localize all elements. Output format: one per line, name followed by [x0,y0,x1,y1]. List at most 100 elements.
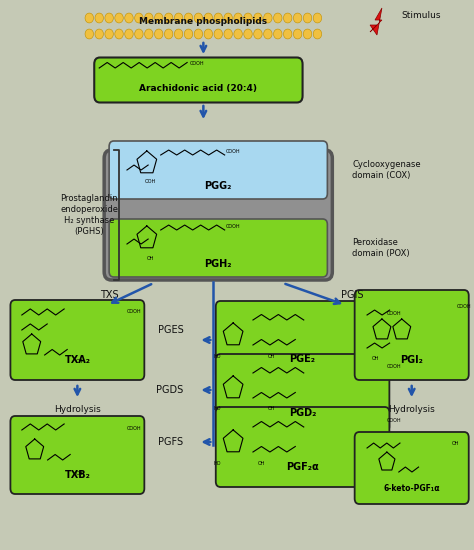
FancyBboxPatch shape [216,354,389,432]
FancyBboxPatch shape [216,407,389,487]
Text: OH: OH [76,471,83,476]
Text: Arachidonic acid (20:4): Arachidonic acid (20:4) [139,84,257,92]
Circle shape [224,13,232,23]
Circle shape [164,29,173,39]
Circle shape [125,29,133,39]
Circle shape [244,13,252,23]
Circle shape [115,29,123,39]
Circle shape [135,29,143,39]
Text: OH: OH [268,354,275,359]
Circle shape [184,13,193,23]
FancyBboxPatch shape [109,141,328,199]
Text: 6-keto-PGF₁α: 6-keto-PGF₁α [383,483,440,493]
Circle shape [135,13,143,23]
Circle shape [145,13,153,23]
Text: Prostaglandin
endoperoxide
H₂ synthase
(PGHS): Prostaglandin endoperoxide H₂ synthase (… [60,194,118,236]
Text: TXB₂: TXB₂ [64,470,91,480]
Text: HO: HO [213,406,221,411]
FancyBboxPatch shape [355,432,469,504]
Polygon shape [370,8,382,35]
Text: COOH: COOH [387,364,401,369]
Circle shape [85,13,93,23]
Text: PGG₂: PGG₂ [205,182,232,191]
Circle shape [204,13,212,23]
Text: COOH: COOH [127,426,142,431]
Circle shape [194,13,203,23]
Circle shape [174,29,183,39]
Text: PGES: PGES [158,325,183,335]
FancyBboxPatch shape [104,150,332,280]
Text: PGFS: PGFS [158,437,183,447]
Circle shape [204,29,212,39]
Circle shape [214,13,222,23]
Text: COOH: COOH [387,418,401,423]
Text: PGD₂: PGD₂ [289,408,316,417]
Circle shape [273,29,282,39]
FancyBboxPatch shape [216,301,389,379]
Text: COOH: COOH [226,224,241,229]
Circle shape [155,13,163,23]
Circle shape [95,13,103,23]
Text: PGI₂: PGI₂ [400,355,423,365]
Text: COOH: COOH [127,309,142,314]
Circle shape [254,29,262,39]
Circle shape [85,29,93,39]
Text: OH: OH [76,359,83,364]
Text: OH: OH [372,356,380,361]
Text: Stimulus: Stimulus [401,10,441,19]
Text: PGF₂α: PGF₂α [286,462,319,472]
Circle shape [283,13,292,23]
Circle shape [264,13,272,23]
Text: HO: HO [213,461,221,466]
Circle shape [115,13,123,23]
FancyBboxPatch shape [94,58,302,102]
Text: COOH: COOH [226,150,241,155]
Circle shape [254,13,262,23]
Circle shape [313,29,322,39]
Circle shape [105,29,113,39]
Circle shape [273,13,282,23]
Text: COOH: COOH [456,304,471,309]
Circle shape [184,29,193,39]
Circle shape [224,29,232,39]
Circle shape [234,29,242,39]
FancyBboxPatch shape [10,300,145,380]
Circle shape [145,29,153,39]
Text: TXS: TXS [100,290,118,300]
FancyBboxPatch shape [10,416,145,494]
Text: Peroxidase
domain (POX): Peroxidase domain (POX) [352,238,410,258]
Text: OH: OH [268,406,275,411]
Text: Hydrolysis: Hydrolysis [388,405,435,414]
FancyBboxPatch shape [109,219,328,277]
Circle shape [125,13,133,23]
Text: PGDS: PGDS [156,385,183,395]
Circle shape [95,29,103,39]
Text: TXA₂: TXA₂ [64,355,91,365]
Text: COOH: COOH [190,61,204,66]
Text: HO: HO [213,354,221,359]
Circle shape [293,13,302,23]
Circle shape [155,29,163,39]
Circle shape [293,29,302,39]
FancyBboxPatch shape [355,290,469,380]
Circle shape [194,29,203,39]
Circle shape [214,29,222,39]
Circle shape [234,13,242,23]
Circle shape [303,13,312,23]
Text: Membrane phospholipids: Membrane phospholipids [139,18,267,26]
Circle shape [283,29,292,39]
Circle shape [244,29,252,39]
Text: Hydrolysis: Hydrolysis [54,405,101,414]
Text: COOH: COOH [387,311,401,316]
Text: PGE₂: PGE₂ [290,355,316,365]
Circle shape [105,13,113,23]
Circle shape [174,13,183,23]
Circle shape [264,29,272,39]
Text: PGIS: PGIS [341,290,364,300]
Circle shape [303,29,312,39]
Text: OH: OH [147,256,155,261]
Circle shape [164,13,173,23]
Circle shape [313,13,322,23]
Text: Cyclooxygenase
domain (COX): Cyclooxygenase domain (COX) [352,160,421,180]
Text: OH: OH [258,461,265,466]
